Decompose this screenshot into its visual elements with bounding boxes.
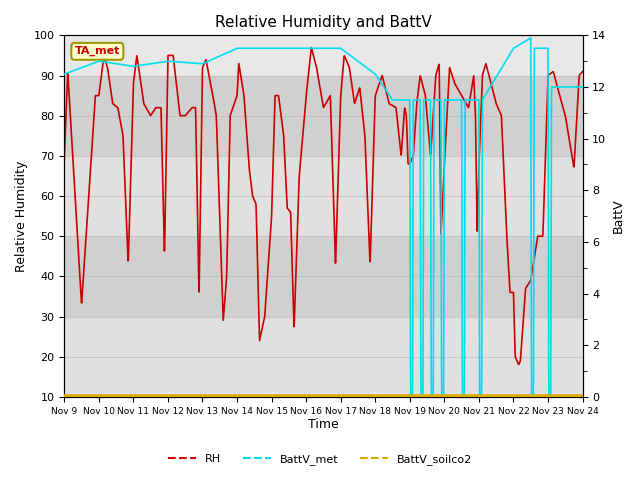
Y-axis label: BattV: BattV — [612, 199, 625, 233]
Bar — [64, 156, 582, 236]
Text: TA_met: TA_met — [75, 46, 120, 57]
Y-axis label: Relative Humidity: Relative Humidity — [15, 160, 28, 272]
Legend: RH, BattV_met, BattV_soilco2: RH, BattV_met, BattV_soilco2 — [163, 450, 477, 469]
X-axis label: Time: Time — [308, 419, 339, 432]
Bar — [64, 236, 582, 316]
Title: Relative Humidity and BattV: Relative Humidity and BattV — [215, 15, 432, 30]
Bar — [64, 75, 582, 156]
Bar — [64, 316, 582, 397]
Bar — [64, 36, 582, 75]
